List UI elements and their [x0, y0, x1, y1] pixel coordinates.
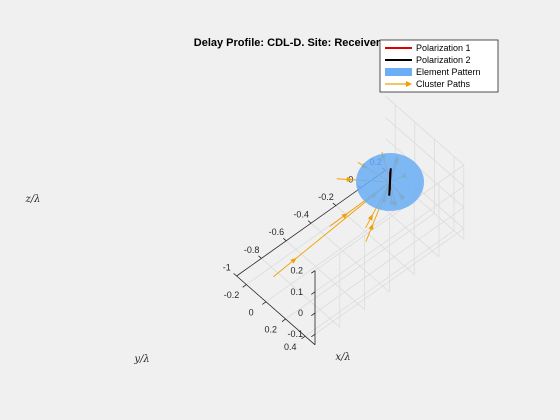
x-tick-mark [233, 273, 237, 277]
x-tick-label: -0.8 [244, 245, 260, 255]
y-tick-mark [242, 284, 247, 288]
x-tick-label: -0.6 [269, 227, 285, 237]
x-axis-label: x/λ [335, 352, 350, 363]
grid-line [261, 258, 341, 328]
grid-line [314, 207, 465, 314]
legend[interactable]: Polarization 1 Polarization 2 Element Pa… [379, 39, 499, 93]
grid-line [265, 195, 416, 303]
legend-swatch-element-pattern [385, 68, 412, 76]
x-tick-mark [332, 202, 337, 206]
y-tick-mark [262, 301, 267, 305]
cluster-path-arrowhead [346, 176, 353, 182]
z-tick-label: 0.2 [290, 266, 303, 276]
grid-line [304, 230, 455, 337]
x-tick-label: -1 [223, 262, 231, 272]
z-tick-label: -0.1 [287, 329, 303, 339]
grid-line [385, 95, 465, 166]
z-axis-label: z/λ [25, 194, 41, 205]
x-tick-mark [307, 220, 312, 224]
chart-title: Delay Profile: CDL-D. Site: Receiver [194, 37, 381, 49]
grid-line [310, 222, 390, 293]
cluster-path-arrowhead [368, 223, 374, 231]
z-tick-mark [311, 291, 316, 295]
grid-line [285, 240, 365, 310]
legend-swatch-arrowhead [406, 81, 412, 87]
y-tick-mark [281, 318, 286, 322]
cluster-path-arrowhead [290, 257, 297, 264]
y-tick-label: -0.2 [224, 290, 240, 300]
grid-line [335, 205, 415, 275]
cluster-path-arrowhead [367, 214, 373, 221]
polarization-2-line [388, 168, 392, 196]
legend-label-cluster-paths: Cluster Paths [416, 79, 471, 89]
x-tick-label: -0.4 [293, 210, 309, 220]
cluster-path-arrowhead [341, 213, 348, 219]
y-axis-label: y/λ [133, 354, 149, 365]
x-tick-mark [282, 237, 287, 242]
x-tick-mark [258, 255, 262, 259]
z-tick-mark [311, 312, 316, 316]
y-tick-label: 0 [249, 307, 254, 317]
y-axis-line [236, 275, 316, 346]
z-tick-mark [311, 333, 316, 338]
x-tick-label: -0.2 [318, 192, 334, 202]
legend-label-element-pattern: Element Pattern [416, 67, 481, 77]
grid [236, 95, 465, 346]
y-tick-label: 0.4 [284, 342, 297, 352]
grid-line [314, 185, 465, 293]
grid-line [285, 213, 435, 320]
y-tick-mark [301, 335, 306, 340]
legend-label-polarization-1: Polarization 1 [416, 43, 471, 53]
z-tick-label: 0 [298, 308, 303, 318]
grid-line [314, 164, 465, 271]
z-tick-mark [311, 270, 316, 274]
legend-label-polarization-2: Polarization 2 [416, 55, 471, 65]
y-tick-label: 0.2 [264, 325, 277, 335]
polarizations [388, 168, 392, 196]
z-tick-label: 0.1 [290, 287, 303, 297]
grid-line [314, 228, 465, 335]
